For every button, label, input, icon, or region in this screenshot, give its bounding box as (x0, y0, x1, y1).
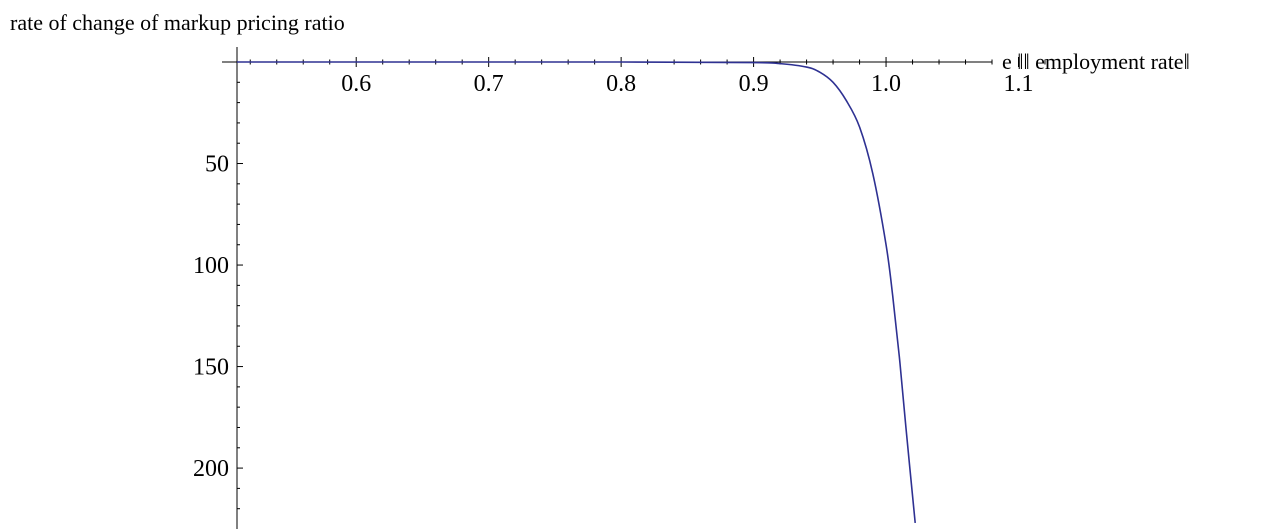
x-tick-label: 0.9 (739, 71, 769, 97)
y-tick-label: 50 (205, 152, 229, 178)
y-tick-labels: 50 100 150 200 (193, 152, 229, 483)
y-axis-label: rate of change of markup pricing ratio (10, 10, 345, 35)
x-tick-label: 0.8 (606, 71, 636, 97)
y-minor-ticks (237, 81, 240, 510)
y-major-ticks (237, 163, 243, 469)
y-tick-label: 150 (193, 355, 229, 381)
x-tick-labels: 0.6 0.7 0.8 0.9 1.0 1.1 (341, 71, 1033, 97)
x-axis-label: e ‖‖ employment rate‖ (1002, 49, 1190, 74)
series-line (237, 61, 916, 523)
x-tick-label: 0.7 (474, 71, 504, 97)
y-tick-label: 100 (193, 253, 229, 279)
y-tick-label: 200 (193, 456, 229, 482)
x-tick-label: 0.6 (341, 71, 371, 97)
x-tick-label: 1.0 (871, 71, 901, 97)
x-tick-label: 1.1 (1004, 71, 1034, 97)
